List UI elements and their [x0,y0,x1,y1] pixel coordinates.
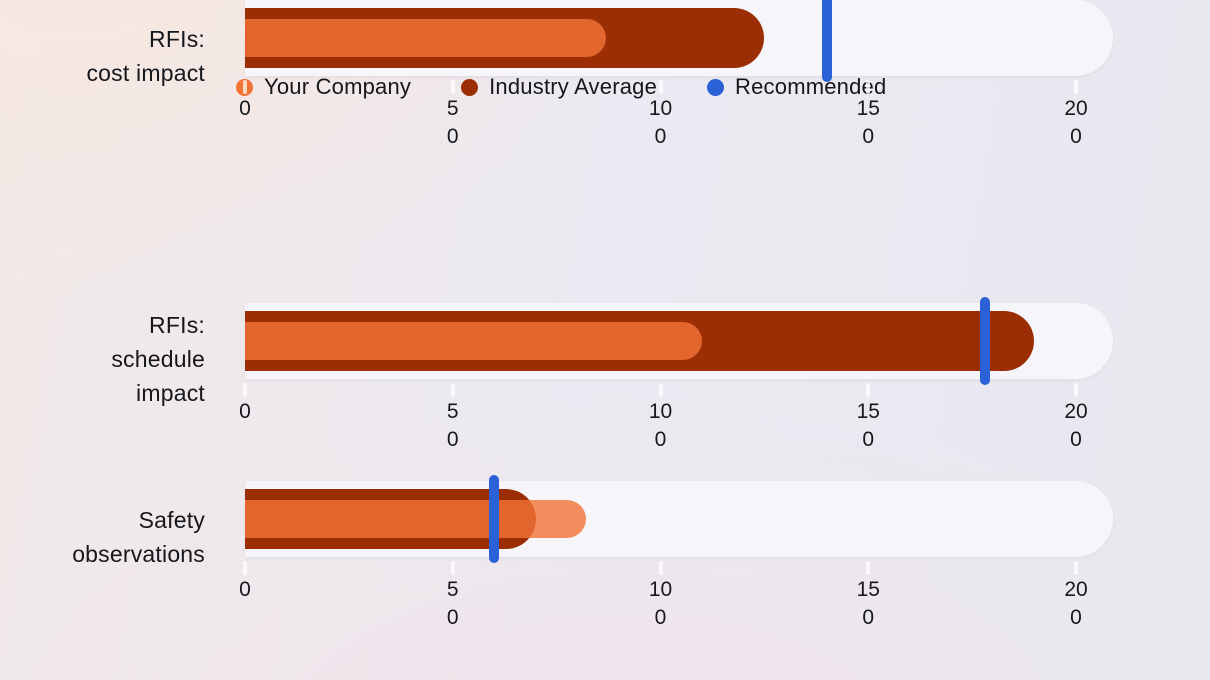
category-label-line: Safety [138,507,205,533]
category-label: Safety observations [0,499,205,575]
legend-label: Recommended [735,74,887,99]
category-label-line: RFIs: [149,312,205,338]
category-label-line: cost impact [86,60,205,86]
legend-item-industry-average[interactable]: Industry Average [461,74,657,100]
recommended-dot-icon [707,78,725,96]
legend-label: Industry Average [489,74,658,99]
axis-tick-label: 20 0 [1064,578,1088,629]
plot-area: 0 5 0 10 0 15 0 20 0 [239,475,1113,629]
plot-area: 0 5 0 10 0 15 0 20 0 [239,0,1113,148]
axis-tick-label: 0 [239,97,251,120]
axis-tick-label: 15 0 [856,97,880,148]
axis-tick [658,383,663,397]
category-label-line: impact [136,380,205,406]
category-label: RFIs: schedule impact [0,312,205,406]
axis-tick-label: 10 0 [648,97,673,148]
axis-tick-label: 0 [239,578,251,601]
plot-area: 0 5 0 10 0 15 0 20 0 [239,297,1113,451]
category-label: RFIs: cost impact [0,18,205,94]
axis-tick [243,383,247,397]
chart-row-rfis-schedule-impact: RFIs: schedule impact 0 5 0 10 0 15 0 20 0 [0,297,1210,453]
chart-row-safety-observations: Safety observations 0 5 0 10 0 15 0 20 0 [0,475,1210,631]
axis-tick [450,383,455,397]
axis-tick-label: 10 0 [648,400,673,451]
recommended-marker [489,475,500,563]
axis-tick [658,80,663,94]
legend-item-recommended[interactable]: Recommended [707,74,886,100]
axis-tick [866,561,871,575]
axis-tick [450,80,455,94]
axis-tick [1074,383,1078,397]
axis-tick [1074,561,1078,575]
recommended-marker [821,0,832,82]
axis-tick [866,383,871,397]
your-company-bar [245,19,607,57]
legend-item-your-company[interactable]: Your Company [236,74,411,100]
axis-tick-label: 20 0 [1064,400,1088,451]
axis-tick [658,561,663,575]
axis-tick-label: 15 0 [856,578,880,629]
recommended-marker [979,297,990,385]
axis-tick [1074,80,1078,94]
category-label-line: observations [72,541,205,567]
industry-average-dot-icon [461,78,479,96]
axis-tick-label: 0 [239,400,251,423]
your-company-bar [245,322,703,360]
category-label-line: RFIs: [149,26,205,52]
category-label-line: schedule [111,346,205,372]
axis-tick-label: 15 0 [856,400,880,451]
chart-row-rfis-cost-impact: RFIs: cost impact 0 5 0 10 0 15 0 20 0 [0,0,1210,150]
axis-tick [450,561,455,575]
axis-tick [243,561,247,575]
chart-legend: Your Company Industry Average Recommende… [236,74,886,100]
your-company-bar [245,500,586,538]
axis-tick-label: 10 0 [648,578,673,629]
axis-tick [243,80,247,94]
legend-label: Your Company [264,74,412,99]
axis-tick-label: 20 0 [1064,97,1088,148]
axis-tick [866,80,871,94]
